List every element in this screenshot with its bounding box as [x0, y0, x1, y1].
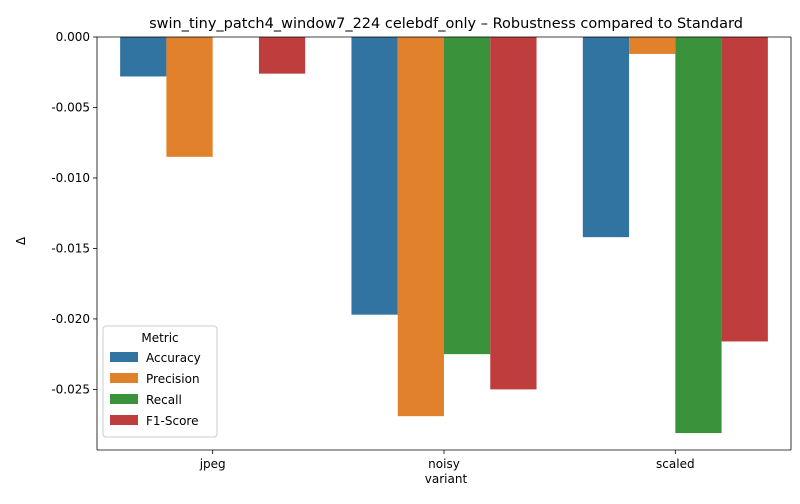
- bar-noisy-recall: [444, 37, 491, 355]
- legend-swatch-recall: [110, 394, 138, 404]
- bar-scaled-f1-score: [721, 37, 768, 342]
- legend-title: Metric: [141, 331, 178, 345]
- bar-noisy-accuracy: [351, 37, 398, 315]
- bar-noisy-precision: [397, 37, 444, 417]
- bar-jpeg-precision: [166, 37, 213, 157]
- legend-swatch-accuracy: [110, 352, 138, 362]
- bar-scaled-accuracy: [582, 37, 630, 238]
- x-tick-label: noisy: [428, 457, 460, 471]
- y-tick-label: -0.005: [51, 100, 90, 114]
- y-tick-label: -0.025: [51, 382, 90, 396]
- legend-label-recall: Recall: [146, 393, 182, 407]
- x-tick-label: jpeg: [199, 457, 226, 471]
- chart-title: swin_tiny_patch4_window7_224 celebdf_onl…: [149, 16, 743, 32]
- bars-layer: [120, 37, 768, 434]
- y-tick-label: -0.010: [51, 171, 90, 185]
- axes-layer: 0.000 -0.005 -0.010 -0.015 -0.020 -0.025 jpeg n…: [51, 30, 792, 471]
- x-axis-label: variant: [425, 472, 468, 486]
- bar-jpeg-accuracy: [120, 37, 167, 77]
- legend-label-f1-score: F1-Score: [146, 414, 198, 428]
- legend: Metric Accuracy Precision Recall F1-Score: [102, 325, 218, 438]
- y-tick-label: 0.000: [56, 30, 90, 44]
- bar-noisy-f1-score: [490, 37, 537, 390]
- legend-swatch-f1-score: [110, 415, 138, 425]
- y-tick-label: -0.020: [51, 312, 90, 326]
- legend-label-accuracy: Accuracy: [146, 351, 201, 365]
- legend-swatch-precision: [110, 373, 138, 383]
- legend-label-precision: Precision: [146, 372, 200, 386]
- y-axis-label: Δ: [14, 236, 28, 245]
- bar-scaled-recall: [675, 37, 722, 434]
- x-tick-label: scaled: [656, 457, 695, 471]
- bar-scaled-precision: [629, 37, 676, 54]
- y-tick-label: -0.015: [51, 241, 90, 255]
- bar-jpeg-f1-score: [258, 37, 306, 74]
